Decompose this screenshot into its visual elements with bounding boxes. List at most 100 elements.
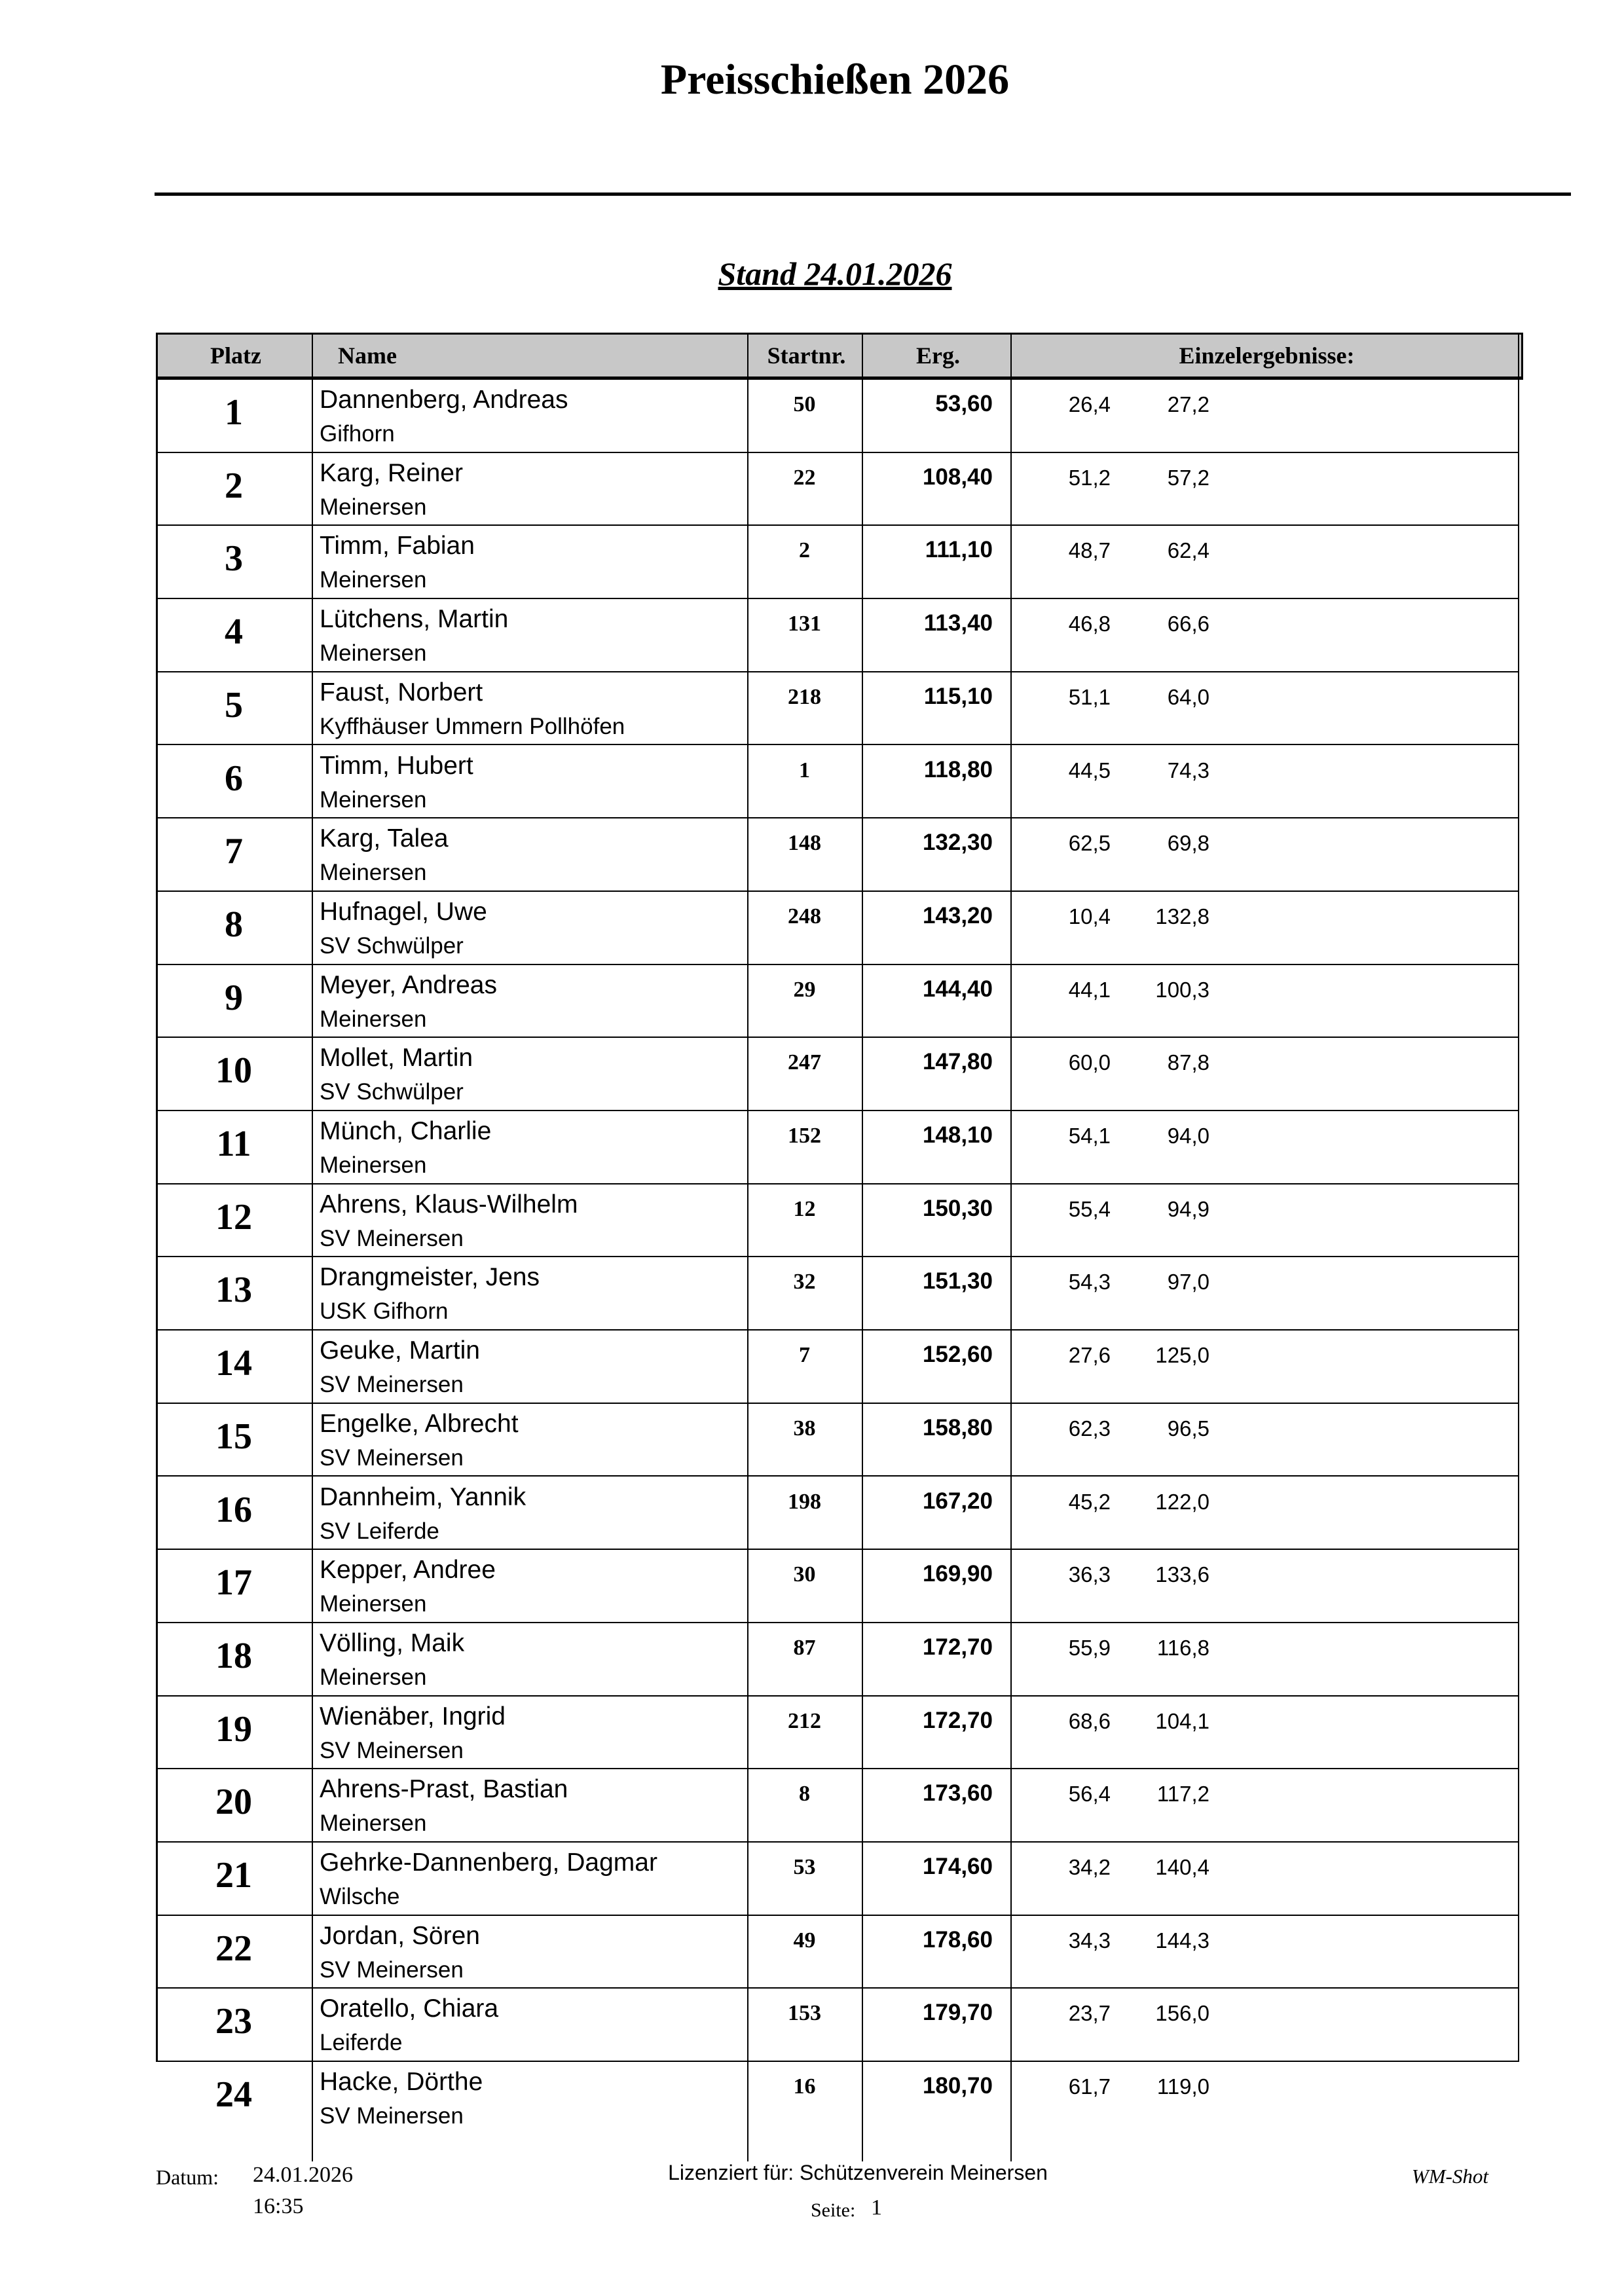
club-cell: SV Meinersen: [320, 1444, 464, 1471]
club-cell: Meinersen: [320, 1152, 427, 1178]
single-result-1: 54,1: [1068, 1124, 1111, 1148]
table-row: 16 Dannheim, Yannik SV Leiferde 198 167,20 45…: [156, 1477, 1519, 1551]
rank-cell: 20: [215, 1782, 252, 1823]
table-row: 19 Wienäber, Ingrid SV Meinersen 212 172,70 6…: [156, 1697, 1519, 1770]
single-result-1: 61,7: [1068, 2074, 1111, 2099]
table-row: 24 Hacke, Dörthe SV Meinersen 16 180,70 61,7 1…: [156, 2062, 1519, 2135]
startnr-cell: 38: [793, 1416, 816, 1441]
single-result-1: 62,5: [1068, 831, 1111, 856]
single-result-2: 97,0: [1167, 1270, 1209, 1294]
result-cell: 115,10: [923, 683, 993, 709]
rank-cell: 15: [215, 1416, 252, 1457]
rank-cell: 10: [215, 1050, 252, 1092]
startnr-cell: 152: [788, 1124, 821, 1148]
single-result-2: 116,8: [1156, 1635, 1209, 1660]
single-result-1: 44,5: [1068, 758, 1111, 782]
name-cell: Hufnagel, Uwe: [320, 897, 487, 926]
club-cell: Meinersen: [320, 640, 427, 667]
table-row: 23 Oratello, Chiara Leiferde 153 179,70 23,7 1…: [156, 1989, 1519, 2063]
rank-cell: 3: [225, 538, 243, 579]
table-row: 13 Drangmeister, Jens USK Gifhorn 32 151,30 5…: [156, 1257, 1519, 1331]
footer-time: 16:35: [253, 2194, 304, 2218]
result-cell: 118,80: [923, 756, 993, 782]
single-result-2: 96,5: [1167, 1416, 1209, 1441]
table-row: 11 Münch, Charlie Meinersen 152 148,10 54,1 94…: [156, 1111, 1519, 1184]
club-cell: SV Schwülper: [320, 1079, 464, 1105]
footer-page-number: 1: [871, 2195, 882, 2220]
single-result-1: 23,7: [1068, 2001, 1111, 2026]
club-cell: Meinersen: [320, 1664, 427, 1690]
club-cell: Meinersen: [320, 786, 427, 813]
rank-cell: 17: [215, 1562, 252, 1604]
single-result-2: 64,0: [1167, 684, 1209, 709]
single-result-1: 46,8: [1068, 612, 1111, 636]
table-row: 2 Karg, Reiner Meinersen 22 108,40 51,2 57,2: [156, 453, 1519, 526]
table-row: 5 Faust, Norbert Kyffhäuser Ummern Pollhöf…: [156, 672, 1519, 746]
startnr-cell: 87: [793, 1635, 816, 1660]
single-result-1: 10,4: [1068, 904, 1111, 928]
single-result-2: 57,2: [1167, 465, 1209, 490]
startnr-cell: 32: [793, 1270, 816, 1294]
rank-cell: 23: [215, 2001, 252, 2042]
name-cell: Ahrens-Prast, Bastian: [320, 1775, 568, 1804]
rank-cell: 11: [216, 1124, 251, 1164]
result-cell: 173,60: [922, 1780, 993, 1807]
startnr-cell: 153: [788, 2001, 821, 2026]
single-result-2: 27,2: [1167, 392, 1209, 416]
table-row: 12 Ahrens, Klaus-Wilhelm SV Meinersen 12 150…: [156, 1184, 1519, 1258]
rank-cell: 2: [225, 465, 243, 506]
single-result-2: 62,4: [1167, 538, 1209, 563]
name-cell: Lütchens, Martin: [320, 605, 509, 634]
startnr-cell: 16: [793, 2074, 816, 2099]
club-cell: Meinersen: [320, 860, 427, 886]
club-cell: SV Schwülper: [320, 932, 464, 959]
rank-cell: 19: [215, 1708, 252, 1750]
startnr-cell: 29: [793, 977, 816, 1002]
rank-cell: 14: [215, 1343, 252, 1384]
table-row: 18 Völling, Maik Meinersen 87 172,70 55,9 116,…: [156, 1623, 1519, 1697]
single-result-1: 34,3: [1068, 1928, 1111, 1953]
single-result-2: 66,6: [1167, 612, 1209, 636]
startnr-cell: 1: [799, 758, 810, 782]
result-cell: 179,70: [922, 2000, 993, 2026]
startnr-cell: 212: [788, 1708, 821, 1733]
header-platz: Platz: [210, 342, 261, 369]
club-cell: SV Leiferde: [320, 1518, 439, 1544]
single-result-2: 144,3: [1155, 1928, 1209, 1953]
name-cell: Hacke, Dörthe: [320, 2068, 483, 2097]
result-cell: 167,20: [922, 1488, 993, 1514]
table-row: 3 Timm, Fabian Meinersen 2 111,10 48,7 62,4: [156, 526, 1519, 600]
rank-cell: 7: [225, 831, 243, 872]
rank-cell: 24: [215, 2074, 252, 2116]
club-cell: SV Meinersen: [320, 1956, 464, 1983]
single-result-1: 60,0: [1068, 1050, 1111, 1075]
club-cell: SV Meinersen: [320, 1225, 464, 1251]
result-cell: 174,60: [922, 1854, 993, 1879]
club-cell: Leiferde: [320, 2030, 403, 2056]
rank-cell: 5: [225, 684, 243, 725]
rank-cell: 22: [215, 1928, 252, 1969]
single-result-1: 56,4: [1068, 1782, 1111, 1807]
single-result-2: 74,3: [1167, 758, 1209, 782]
name-cell: Engelke, Albrecht: [320, 1409, 519, 1438]
footer-software: WM-Shot: [1411, 2165, 1488, 2188]
single-result-1: 44,1: [1068, 977, 1111, 1002]
rank-cell: 8: [225, 904, 243, 945]
single-result-2: 94,0: [1167, 1124, 1209, 1148]
single-result-1: 62,3: [1068, 1416, 1111, 1441]
result-cell: 144,40: [922, 976, 993, 1002]
club-cell: Meinersen: [320, 1006, 427, 1032]
name-cell: Ahrens, Klaus-Wilhelm: [320, 1190, 578, 1219]
name-cell: Jordan, Sören: [320, 1921, 480, 1950]
single-result-1: 54,3: [1068, 1270, 1111, 1294]
name-cell: Geuke, Martin: [320, 1336, 480, 1365]
table-grid-line: [747, 333, 748, 2161]
rank-cell: 6: [225, 758, 243, 799]
club-cell: Meinersen: [320, 494, 427, 520]
rank-cell: 12: [215, 1196, 252, 1238]
table-row: 22 Jordan, Sören SV Meinersen 49 178,60 34,3 1…: [156, 1916, 1519, 1989]
table-row: 14 Geuke, Martin SV Meinersen 7 152,60 27,6 12…: [156, 1331, 1519, 1404]
table-row: 21 Gehrke-Dannenberg, Dagmar Wilsche 53 174,…: [156, 1843, 1519, 1916]
name-cell: Timm, Hubert: [320, 751, 473, 780]
club-cell: SV Meinersen: [320, 2103, 464, 2129]
